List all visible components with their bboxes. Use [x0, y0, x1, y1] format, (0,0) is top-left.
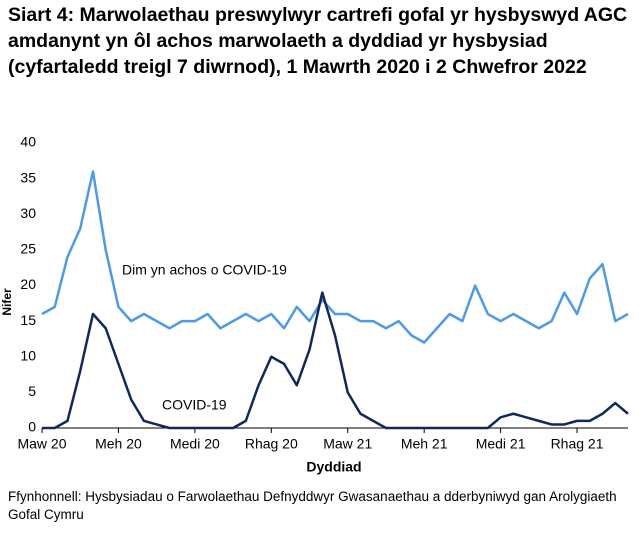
y-axis-label: Nifer — [0, 288, 14, 316]
y-tick-label: 5 — [28, 383, 36, 399]
y-tick-label: 0 — [28, 419, 36, 435]
y-tick-label: 10 — [20, 347, 36, 363]
x-axis-label: Dyddiad — [306, 459, 361, 475]
x-tick-label: Meh 21 — [401, 436, 448, 452]
series-label: COVID-19 — [162, 397, 227, 413]
y-tick-label: 30 — [20, 205, 36, 221]
x-tick-label: Rhag 20 — [245, 436, 298, 452]
y-tick-label: 35 — [20, 169, 36, 185]
x-tick-label: Meh 20 — [95, 436, 142, 452]
x-tick-label: Rhag 21 — [551, 436, 604, 452]
y-tick-label: 20 — [20, 276, 36, 292]
source-note: Ffynhonnell: Hysbysiadau o Farwolaethau … — [8, 489, 617, 522]
y-tick-label: 25 — [20, 241, 36, 257]
x-tick-label: Medi 21 — [476, 436, 526, 452]
x-tick-label: Maw 21 — [323, 436, 372, 452]
line-series — [42, 291, 629, 430]
y-tick-label: 40 — [20, 134, 36, 150]
series-label: Dim yn achos o COVID-19 — [122, 262, 287, 278]
x-tick-label: Medi 20 — [170, 436, 220, 452]
chart-title: Siart 4: Marwolaethau preswylwyr cartref… — [8, 4, 628, 78]
x-tick-label: Maw 20 — [17, 436, 66, 452]
y-tick-label: 15 — [20, 312, 36, 328]
line-series — [41, 170, 629, 344]
